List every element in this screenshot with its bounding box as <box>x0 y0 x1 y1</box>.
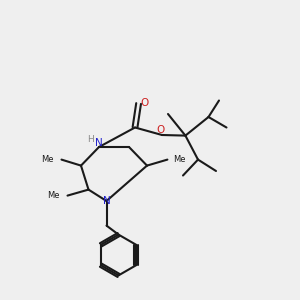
Text: H: H <box>87 135 94 144</box>
Text: Me: Me <box>173 155 186 164</box>
Text: Me: Me <box>47 191 60 200</box>
Text: N: N <box>95 137 103 148</box>
Text: N: N <box>103 196 110 206</box>
Text: O: O <box>140 98 149 109</box>
Text: Me: Me <box>41 155 54 164</box>
Text: O: O <box>156 124 165 135</box>
